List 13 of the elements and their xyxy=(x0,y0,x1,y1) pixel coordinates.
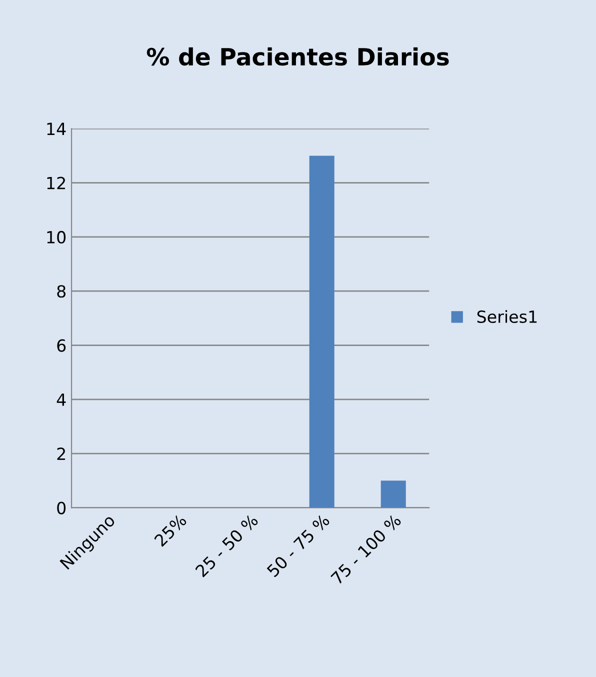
x-tick-label: 75 - 100 % xyxy=(330,513,402,585)
x-tick-label: 25 - 50 % xyxy=(194,513,259,578)
y-tick-label: 12 xyxy=(47,176,65,190)
y-tick-label: 8 xyxy=(57,285,66,298)
y-tick-label: 14 xyxy=(47,122,66,135)
y-tick-label: 2 xyxy=(57,448,65,460)
y-tick-label: 4 xyxy=(56,394,66,406)
chart-title: % de Pacientes Diarios xyxy=(146,47,449,66)
y-tick-label: 10 xyxy=(47,230,66,244)
x-tick-label: 50 - 75 % xyxy=(266,513,330,578)
y-tick-label: 0 xyxy=(57,502,66,514)
y-tick-label: 6 xyxy=(57,339,66,352)
legend-label: Series1 xyxy=(477,310,537,324)
